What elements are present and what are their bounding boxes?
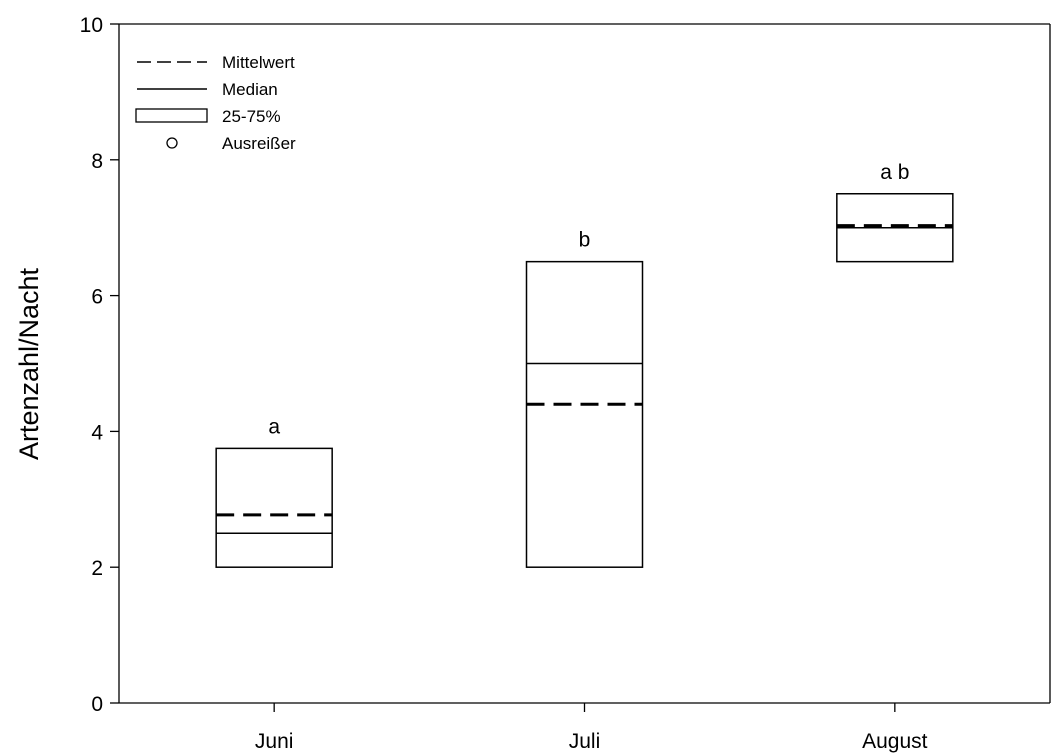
legend-outlier-swatch [166, 137, 178, 149]
y-tick-label: 8 [91, 150, 103, 173]
significance-letter: a [268, 415, 280, 438]
legend: Mittelwert Median 25-75% Ausreißer [135, 53, 296, 153]
legend-label: Ausreißer [222, 134, 296, 153]
y-tick-label: 0 [91, 693, 103, 716]
legend-box-swatch [135, 108, 208, 123]
y-tick-label: 4 [91, 421, 103, 444]
legend-label: Median [222, 80, 278, 99]
boxes: a b a b [215, 161, 954, 568]
significance-letter: b [579, 229, 591, 252]
significance-letter: a b [880, 161, 909, 184]
y-tick-label: 6 [91, 286, 103, 309]
box-iqr [525, 260, 644, 568]
x-tick-label: Juni [255, 730, 294, 753]
x-tick-label: Juli [569, 730, 601, 753]
y-axis-label: Artenzahl/Nacht [14, 267, 44, 460]
x-tick-label: August [862, 730, 928, 753]
legend-label: Mittelwert [222, 53, 295, 72]
y-tick-label: 2 [91, 557, 103, 580]
y-tick-label: 10 [80, 14, 103, 37]
box-iqr [215, 447, 333, 568]
legend-label: 25-75% [222, 107, 281, 126]
axes: 0 2 4 6 8 10 Juni Juli August [80, 14, 1051, 753]
